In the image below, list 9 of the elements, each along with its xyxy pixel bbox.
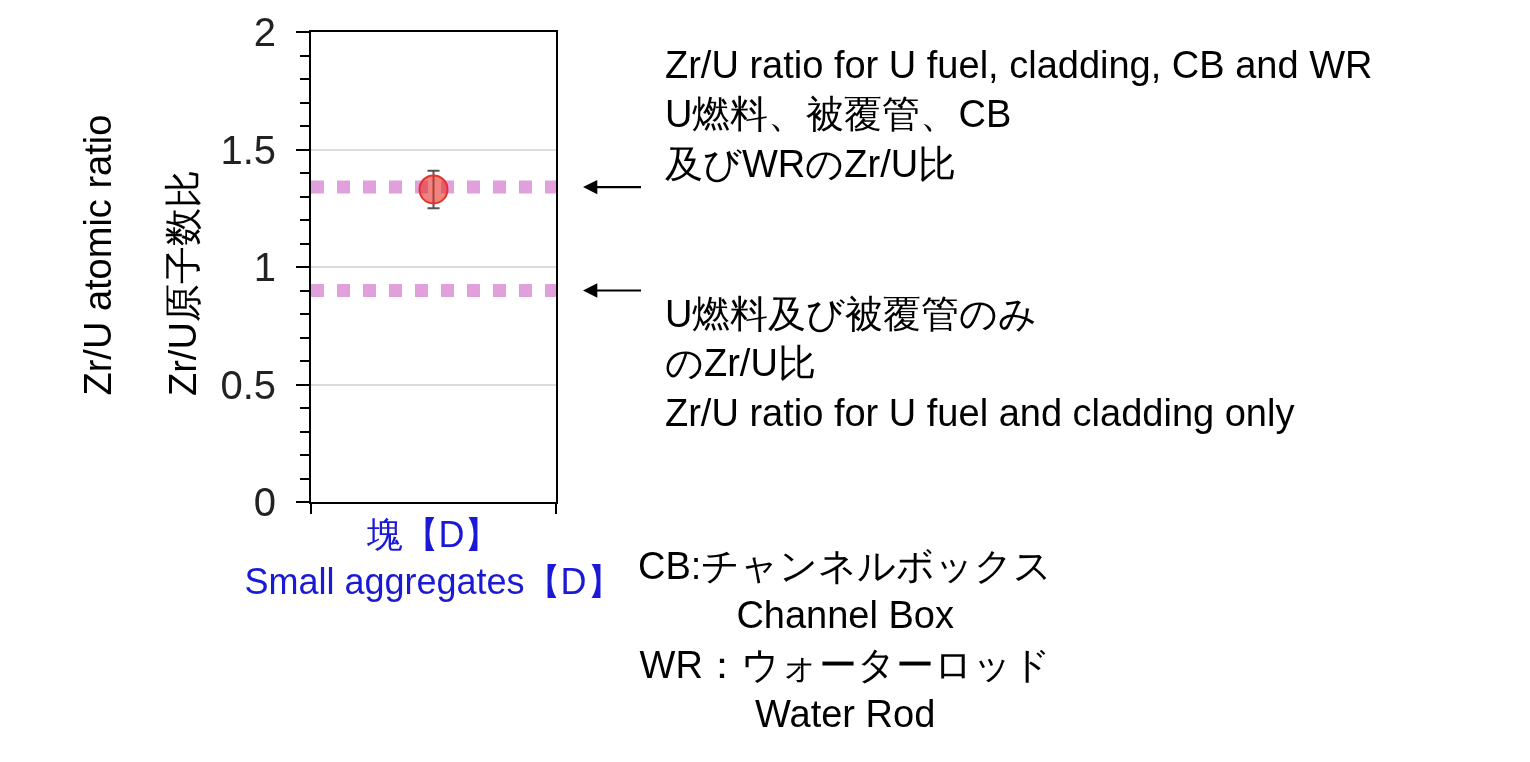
ref-line-label: Zr/U ratio for U fuel, cladding, CB and WR U燃料、被覆管、CB及びWRのZr/U比	[665, 44, 1373, 185]
y-tick-label: 1	[253, 245, 276, 289]
y-tick-label: 2	[253, 10, 276, 54]
y-tick-label: 1.5	[220, 127, 276, 172]
y-axis-title: Zr/U atomic ratio Zr/U原子数比	[76, 114, 204, 396]
text: CB:チャンネルボックス Channel Box WR：ウォーターロッド Water Rod	[638, 545, 1053, 736]
y-tick-label: 0	[253, 480, 276, 524]
y-tick-label: 0.5	[220, 362, 276, 407]
ref-line-label: U燃料及び被覆管のみのZr/U比 Zr/U ratio for U fuel and cladding only	[665, 293, 1295, 434]
